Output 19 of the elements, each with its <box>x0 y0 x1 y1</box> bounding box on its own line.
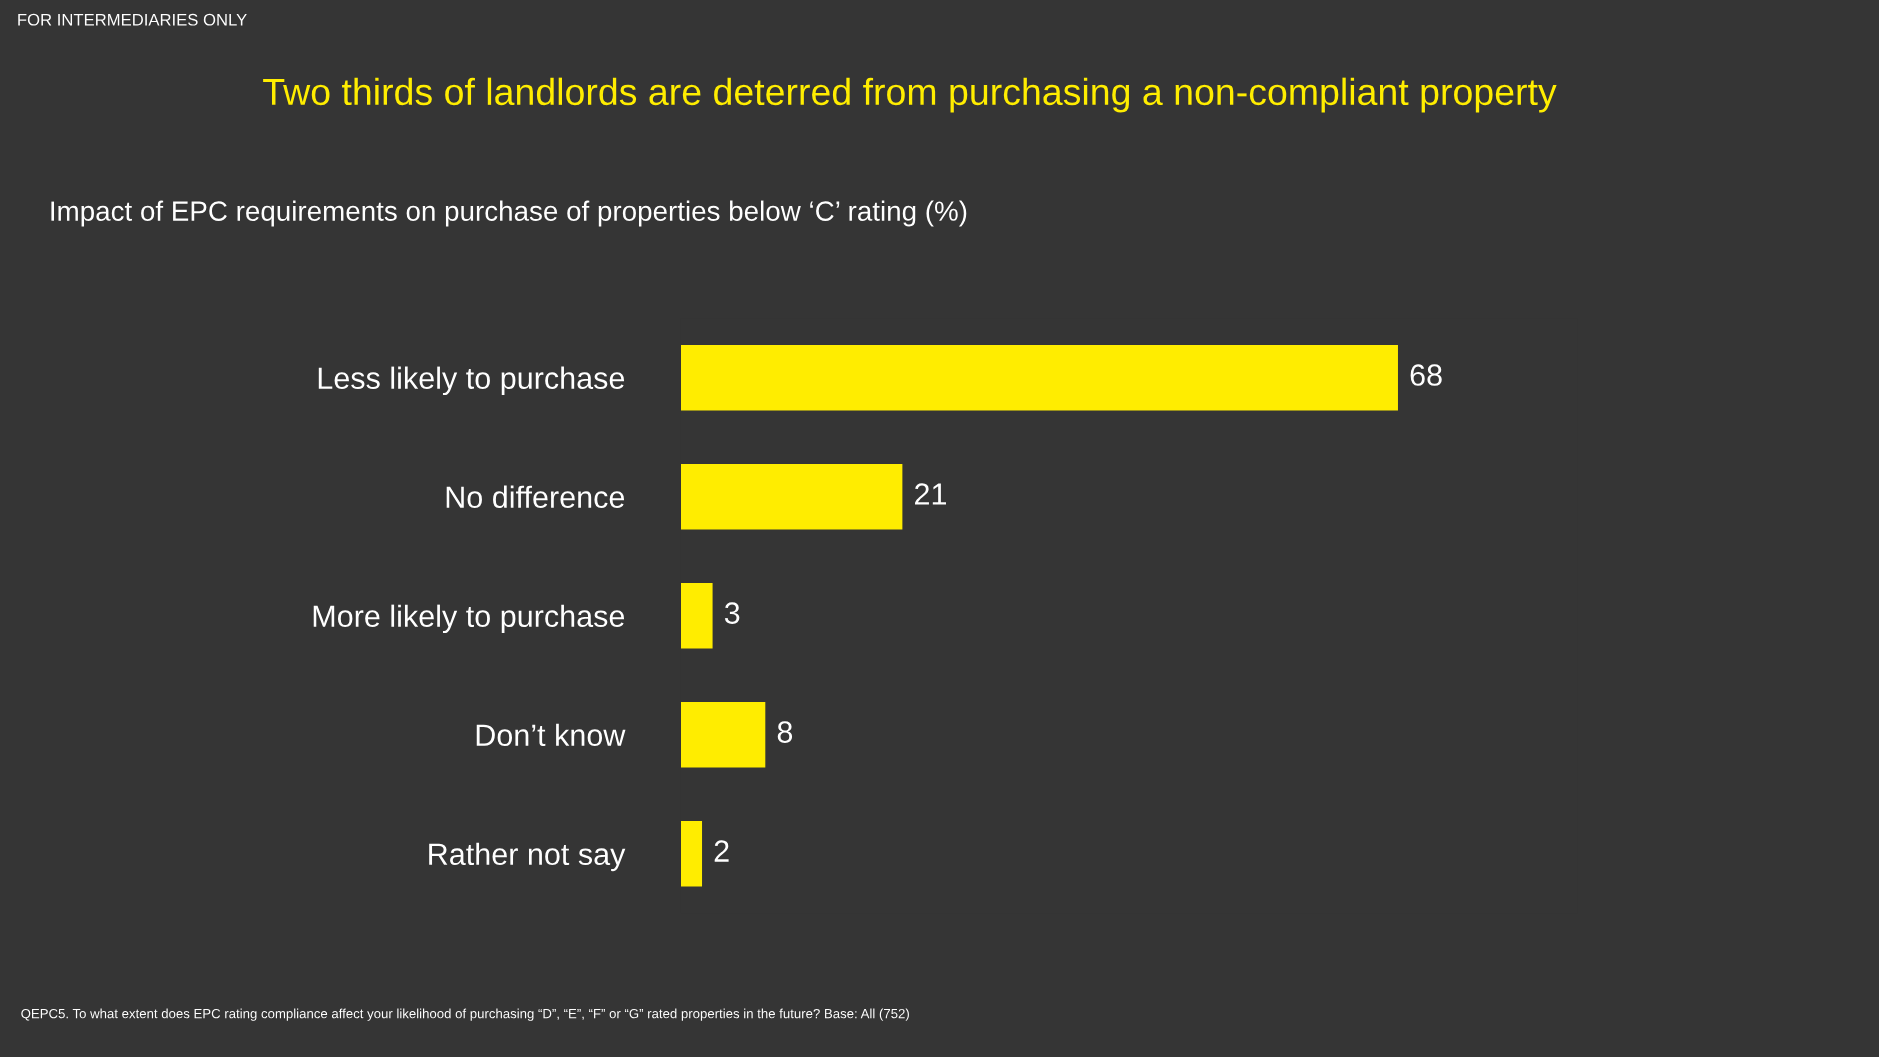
data-label: 68 <box>1410 364 1442 386</box>
data-label: 2 <box>714 840 729 862</box>
bar <box>680 463 903 530</box>
bar <box>680 344 1398 411</box>
y-tick-label: No difference <box>446 485 625 509</box>
bar <box>680 701 766 768</box>
data-label: 3 <box>724 602 740 624</box>
y-tick-label: Don’t know <box>476 723 626 747</box>
bar <box>680 821 703 887</box>
chart-subtitle: Impact of EPC requirements on purchase of properties below ‘C’ rating (%) <box>51 200 967 227</box>
bar <box>680 582 713 649</box>
data-label: 21 <box>915 483 946 505</box>
y-tick-label: More likely to purchase <box>313 604 625 634</box>
y-tick-label: Rather not say <box>429 842 626 872</box>
data-label: 8 <box>777 721 793 743</box>
text: FOR INTERMEDIARIES ONLY <box>18 13 247 26</box>
y-tick-label: Less likely to purchase <box>318 366 625 396</box>
text: QEPC5. To what extent does EPC rating compliance affect your likelihood of purchasing “D”, “E”, “F” or “G” rated properties in the future? Base: All (752) <box>21 1008 909 1021</box>
chart-title: Two thirds of landlords are deterred from purchasing a non-compliant property <box>263 77 1557 113</box>
